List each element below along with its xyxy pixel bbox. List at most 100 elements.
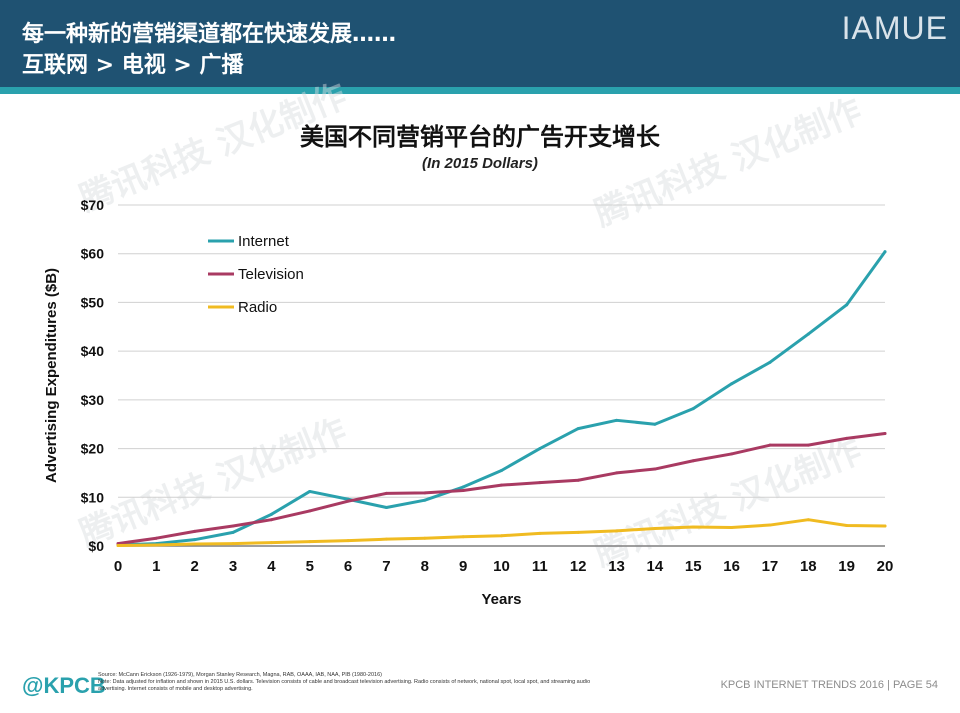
data-point-television: [768, 443, 772, 447]
x-tick-label: 5: [306, 558, 314, 575]
x-tick-label: 8: [421, 558, 429, 575]
brand-logo: IAMUE: [841, 10, 948, 46]
data-point-television: [384, 491, 388, 495]
data-point-radio: [193, 542, 197, 546]
y-tick-label: $20: [81, 441, 105, 457]
data-point-radio: [116, 544, 120, 548]
data-point-radio: [461, 535, 465, 539]
data-point-television: [154, 536, 158, 540]
data-point-internet: [615, 418, 619, 422]
data-point-radio: [730, 525, 734, 529]
x-tick-label: 14: [647, 558, 664, 575]
x-tick-label: 3: [229, 558, 237, 575]
data-point-television: [231, 524, 235, 528]
data-point-internet: [691, 407, 695, 411]
x-tick-label: 13: [608, 558, 625, 575]
data-point-internet: [269, 512, 273, 516]
data-point-television: [423, 491, 427, 495]
data-point-internet: [461, 485, 465, 489]
y-tick-label: $50: [81, 294, 105, 310]
y-tick-label: $10: [81, 489, 105, 505]
data-point-radio: [845, 524, 849, 528]
note-line: advertising. Internet consists of mobile…: [98, 686, 253, 692]
x-tick-label: 12: [570, 558, 587, 575]
kpcb-logo: @KPCB: [22, 673, 106, 698]
data-point-radio: [269, 541, 273, 545]
x-tick-label: 16: [723, 558, 740, 575]
data-point-television: [845, 436, 849, 440]
data-point-television: [461, 488, 465, 492]
data-point-television: [806, 443, 810, 447]
data-point-television: [691, 459, 695, 463]
x-tick-label: 0: [114, 558, 122, 575]
data-point-radio: [691, 525, 695, 529]
series-line-internet: [116, 250, 887, 547]
data-point-internet: [231, 530, 235, 534]
x-tick-label: 2: [191, 558, 199, 575]
x-tick-label: 10: [493, 558, 510, 575]
data-point-television: [653, 467, 657, 471]
data-point-internet: [845, 303, 849, 307]
x-tick-label: 15: [685, 558, 702, 575]
x-tick-label: 17: [762, 558, 779, 575]
data-point-radio: [384, 537, 388, 541]
page-label: KPCB INTERNET TRENDS 2016 | PAGE 54: [720, 679, 938, 691]
data-point-radio: [423, 536, 427, 540]
data-point-radio: [500, 534, 503, 538]
data-point-radio: [231, 542, 235, 546]
y-tick-label: $70: [81, 197, 105, 213]
data-point-internet: [806, 332, 810, 336]
header-accent-stripe: [0, 87, 960, 94]
data-point-internet: [730, 382, 734, 386]
data-point-internet: [193, 538, 197, 542]
data-point-internet: [883, 250, 887, 254]
data-point-television: [730, 452, 734, 456]
x-tick-label: 19: [838, 558, 855, 575]
slide-title-line1: 每一种新的营销渠道都在快速发展……: [22, 22, 397, 47]
data-point-internet: [500, 468, 503, 472]
x-tick-label: 4: [267, 558, 276, 575]
data-point-internet: [308, 489, 312, 493]
data-point-internet: [653, 422, 657, 426]
data-point-radio: [576, 530, 580, 534]
x-tick-label: 6: [344, 558, 352, 575]
y-tick-label: $40: [81, 343, 105, 359]
data-point-television: [615, 471, 619, 475]
data-point-radio: [538, 531, 542, 535]
legend-label: Internet: [238, 233, 290, 250]
data-point-television: [269, 518, 273, 522]
data-point-radio: [308, 540, 312, 544]
x-axis-label: Years: [481, 591, 521, 608]
data-point-radio: [615, 529, 619, 533]
slide-title-line2: 互联网 > 电视 > 广播: [22, 53, 244, 78]
x-tick-label: 11: [532, 558, 548, 575]
y-tick-label: $0: [88, 538, 104, 554]
data-point-radio: [653, 526, 657, 530]
legend-label: Radio: [238, 299, 277, 316]
data-point-radio: [154, 543, 158, 547]
data-point-internet: [576, 427, 580, 431]
x-tick-label: 20: [877, 558, 894, 575]
note-line: Note: Data adjusted for inflation and sh…: [98, 679, 591, 685]
y-axis-label: Advertising Expenditures ($B): [43, 268, 60, 483]
data-point-television: [538, 481, 542, 485]
data-point-radio: [883, 524, 887, 528]
data-point-internet: [538, 447, 542, 451]
source-line: Source: McCann Erickson (1926-1979), Mor…: [98, 672, 382, 678]
data-point-television: [883, 431, 887, 435]
x-tick-label: 7: [382, 558, 390, 575]
legend-label: Television: [238, 266, 304, 283]
chart-subtitle: (In 2015 Dollars): [422, 155, 538, 172]
source-note: Source: McCann Erickson (1926-1979), Mor…: [98, 672, 698, 693]
data-point-television: [193, 529, 197, 533]
data-point-radio: [806, 518, 810, 522]
data-point-internet: [423, 498, 427, 502]
data-point-internet: [384, 506, 388, 510]
data-point-television: [576, 478, 580, 482]
chart-title: 美国不同营销平台的广告开支增长: [300, 123, 660, 151]
x-tick-label: 18: [800, 558, 817, 575]
x-tick-label: 1: [152, 558, 160, 575]
x-tick-label: 9: [459, 558, 467, 575]
y-tick-label: $60: [81, 246, 105, 262]
header-bar: [0, 0, 960, 87]
